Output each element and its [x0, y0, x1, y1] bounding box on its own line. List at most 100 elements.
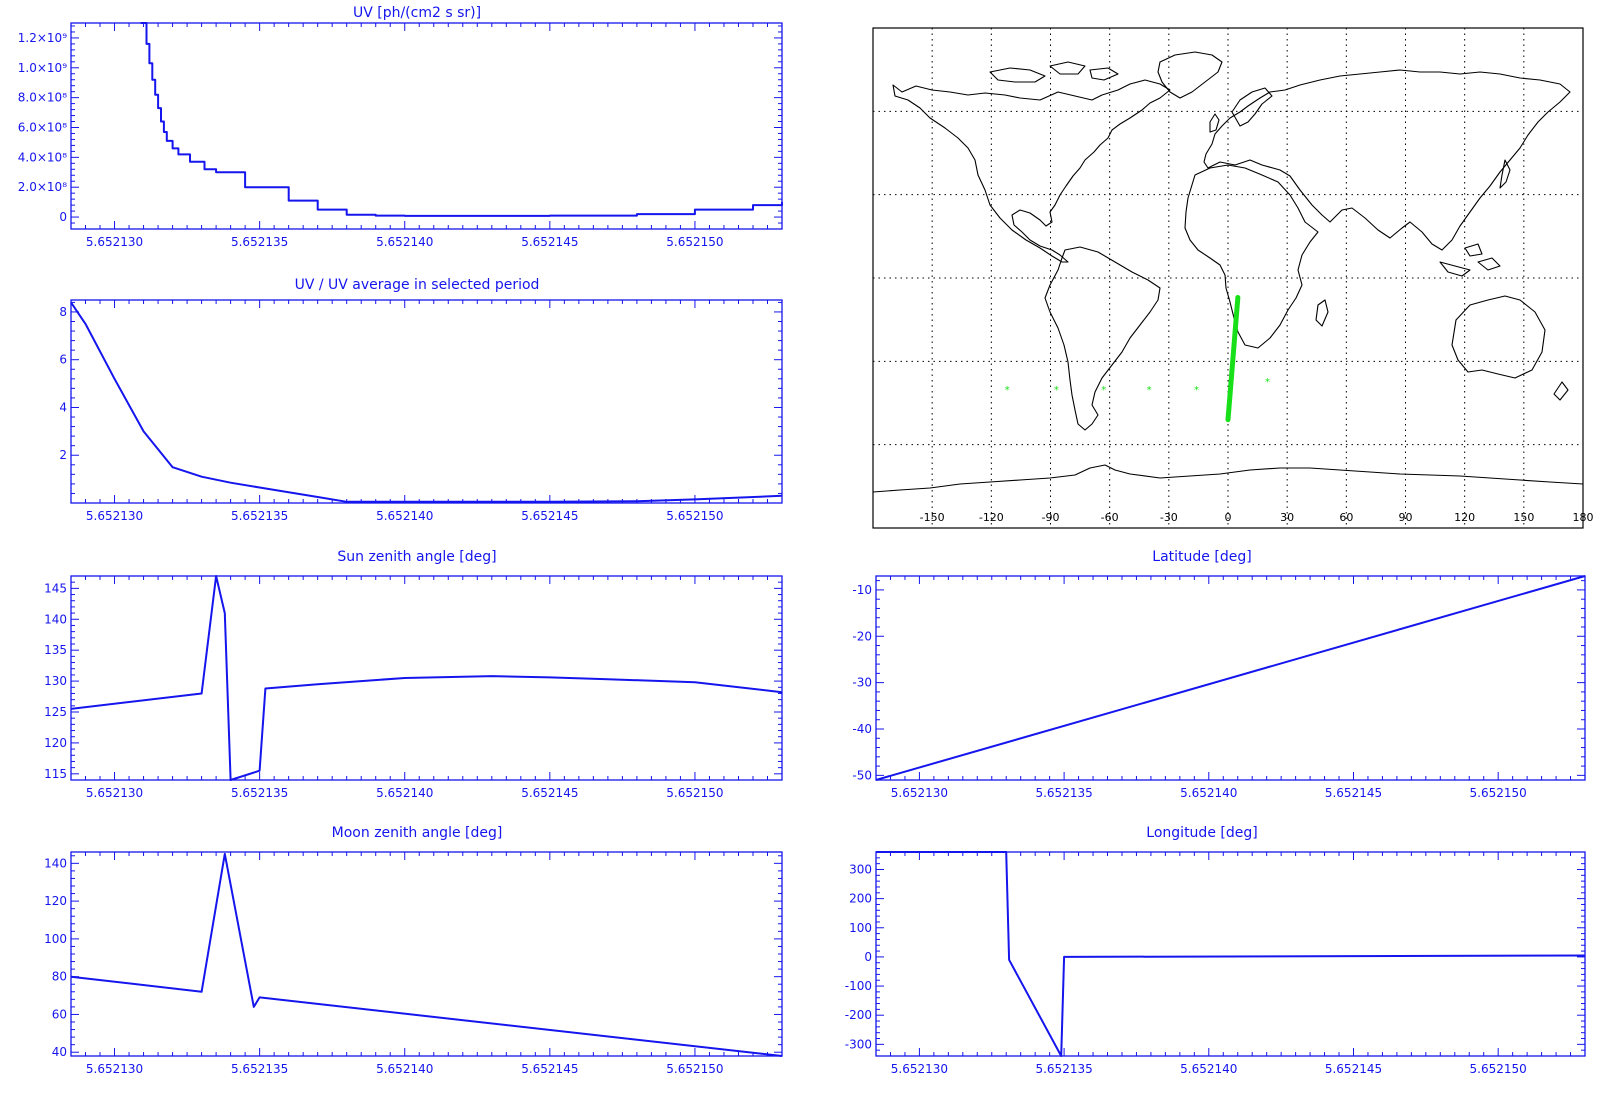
chart-title: Sun zenith angle [deg] — [337, 549, 496, 565]
y-tick-label: 135 — [44, 643, 67, 657]
map-x-tick-label: 30 — [1280, 511, 1294, 524]
x-tick-label: 5.652140 — [376, 786, 433, 800]
moon-zenith-plot: Moon zenith angle [deg] 5.652130 5.652135… — [44, 825, 783, 1076]
series-line — [70, 852, 783, 1057]
x-tick-label: 5.652145 — [1325, 1062, 1382, 1076]
antarctica-coast — [872, 464, 1584, 493]
map-x-tick-label: 180 — [1573, 511, 1594, 524]
y-tick-label: 130 — [44, 674, 67, 688]
map-x-tick-label: 60 — [1339, 511, 1353, 524]
y-tick-label: -10 — [852, 583, 872, 597]
y-tick-label: 140 — [44, 612, 67, 626]
x-tick-label: 5.652145 — [521, 235, 578, 249]
y-tick-label: -100 — [845, 979, 872, 993]
map-x-tick-label: -60 — [1101, 511, 1119, 524]
chart-title: Longitude [deg] — [1146, 825, 1257, 841]
x-tick-label: 5.652140 — [376, 235, 433, 249]
y-tick-label: -50 — [852, 768, 872, 782]
new-zealand-coast — [1553, 381, 1569, 401]
x-tick-label: 5.652150 — [666, 786, 723, 800]
plot-frame — [70, 575, 783, 781]
x-tick-label: 5.652150 — [666, 1062, 723, 1076]
y-tick-label: 100 — [849, 921, 872, 935]
y-tick-label: 4.0×10⁸ — [18, 150, 67, 164]
y-tick-label: 40 — [52, 1045, 67, 1059]
y-tick-label: 200 — [849, 892, 872, 906]
y-tick-label: -40 — [852, 722, 872, 736]
map-x-tick-label: 120 — [1454, 511, 1475, 524]
map-x-tick-label: 0 — [1225, 511, 1232, 524]
x-tick-label: 5.652140 — [1180, 786, 1237, 800]
y-tick-label: 80 — [52, 970, 67, 984]
x-tick-label: 5.652130 — [86, 786, 143, 800]
chart-title: Latitude [deg] — [1152, 549, 1251, 565]
y-tick-label: 1.2×10⁹ — [18, 31, 67, 45]
eurasia-coast — [1203, 69, 1571, 251]
australia-coast — [1451, 295, 1546, 379]
y-tick-label: 2 — [59, 448, 67, 462]
x-tick-label: 5.652130 — [891, 1062, 948, 1076]
scandinavia-coast — [1231, 87, 1273, 127]
latitude-plot: Latitude [deg] 5.652130 5.652135 5.652140 5… — [852, 549, 1586, 800]
y-tick-label: -300 — [845, 1037, 872, 1051]
track-marker: * — [1005, 385, 1010, 396]
x-tick-label: 5.652145 — [521, 509, 578, 523]
x-tick-label: 5.652135 — [231, 786, 288, 800]
y-tick-label: 145 — [44, 581, 67, 595]
world-map: -150 -120 -90 -60 -30 0 30 60 90 120 150 180 * * * * * * — [872, 27, 1594, 529]
x-tick-label: 5.652145 — [521, 786, 578, 800]
plot-frame — [70, 299, 783, 504]
y-tick-label: 8.0×10⁸ — [18, 91, 67, 105]
x-tick-label: 5.652135 — [231, 509, 288, 523]
arctic-islands — [989, 61, 1119, 83]
southeast-asia-islands — [1439, 243, 1501, 277]
uv-plot: UV [ph/(cm2 s sr)] 5.652130 5.652135 5.652… — [18, 5, 783, 249]
map-x-tick-label: -150 — [920, 511, 945, 524]
y-tick-label: 0 — [59, 210, 67, 224]
y-tick-label: 115 — [44, 767, 67, 781]
plot-frame — [70, 851, 783, 1057]
map-x-tick-label: 150 — [1513, 511, 1534, 524]
series-line — [875, 575, 1586, 781]
x-tick-label: 5.652145 — [1325, 786, 1382, 800]
map-x-tick-label: -30 — [1160, 511, 1178, 524]
x-tick-label: 5.652150 — [1470, 1062, 1527, 1076]
series-line — [876, 851, 1586, 1057]
map-x-tick-label: -90 — [1042, 511, 1060, 524]
y-tick-label: -20 — [852, 629, 872, 643]
x-tick-label: 5.652135 — [1035, 786, 1092, 800]
y-tick-label: 6 — [59, 353, 67, 367]
map-coastlines — [872, 51, 1584, 493]
x-tick-label: 5.652130 — [86, 509, 143, 523]
chart-title: UV [ph/(cm2 s sr)] — [353, 5, 481, 21]
x-tick-label: 5.652150 — [666, 235, 723, 249]
longitude-plot: Longitude [deg] 5.652130 5.652135 5.652140… — [845, 825, 1586, 1076]
x-tick-label: 5.652140 — [376, 509, 433, 523]
x-tick-label: 5.652130 — [891, 786, 948, 800]
x-tick-label: 5.652130 — [86, 235, 143, 249]
series-line — [140, 22, 783, 217]
x-tick-label: 5.652135 — [231, 1062, 288, 1076]
y-tick-label: -200 — [845, 1008, 872, 1022]
map-x-tick-label: -120 — [979, 511, 1004, 524]
greenland-coast — [1157, 51, 1223, 99]
north-america-coast — [892, 79, 1171, 263]
plot-frame — [875, 851, 1586, 1057]
y-tick-label: 4 — [59, 400, 67, 414]
y-tick-label: 6.0×10⁸ — [18, 120, 67, 134]
track-marker: * — [1101, 385, 1106, 396]
x-tick-label: 5.652130 — [86, 1062, 143, 1076]
y-tick-label: 8 — [59, 305, 67, 319]
sun-zenith-plot: Sun zenith angle [deg] 5.652130 5.652135 5… — [44, 549, 783, 800]
series-line — [70, 301, 783, 503]
x-tick-label: 5.652140 — [1180, 1062, 1237, 1076]
track-marker: * — [1194, 385, 1199, 396]
orbit-track — [1225, 294, 1241, 423]
y-tick-label: 120 — [44, 736, 67, 750]
track-marker: * — [1265, 377, 1270, 388]
y-tick-label: 300 — [849, 862, 872, 876]
y-tick-label: 120 — [44, 894, 67, 908]
map-x-tick-label: 90 — [1399, 511, 1413, 524]
chart-title: UV / UV average in selected period — [295, 277, 540, 293]
